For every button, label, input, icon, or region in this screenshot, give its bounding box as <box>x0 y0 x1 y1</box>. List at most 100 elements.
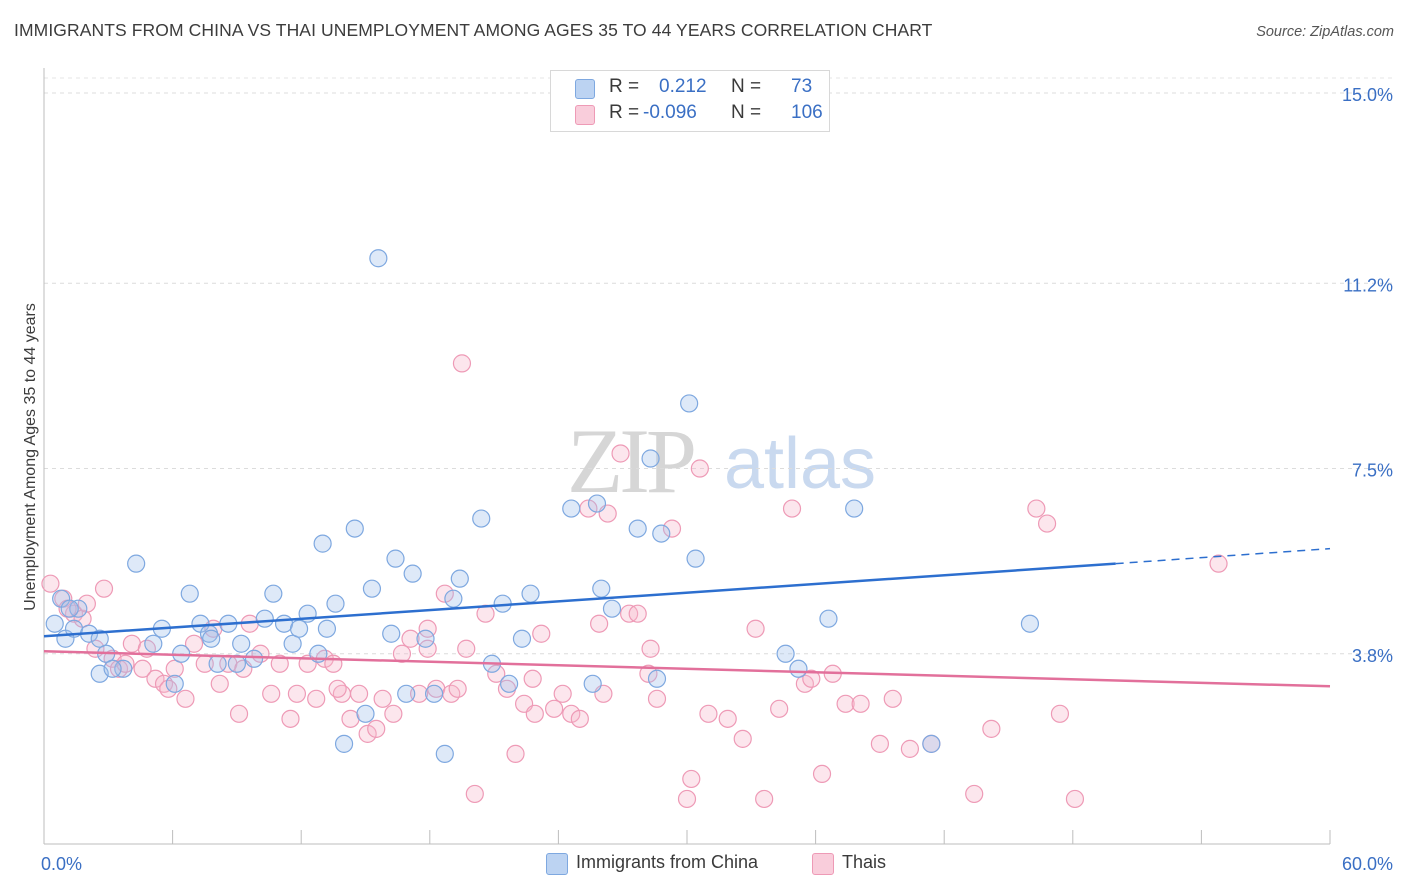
thais-point <box>373 689 392 708</box>
china-point <box>283 634 302 653</box>
watermark-zip: ZIP <box>567 410 694 512</box>
thais-point <box>210 674 229 693</box>
china-point <box>416 629 435 648</box>
y-tick-label: 7.5% <box>1352 461 1393 481</box>
china-point <box>922 734 941 753</box>
china-point <box>789 659 808 678</box>
china-point <box>208 654 227 673</box>
thais-point <box>133 659 152 678</box>
thais-point <box>733 729 752 748</box>
watermark: ZIP atlas <box>567 410 876 512</box>
thais-trend-line <box>43 650 1331 688</box>
x-tick-label-left: 0.0% <box>41 854 82 874</box>
china-point <box>1020 614 1040 633</box>
thais-point <box>287 684 307 703</box>
thais-point <box>782 499 802 518</box>
y-tick-label: 11.2% <box>1343 275 1393 295</box>
thais-point <box>982 719 1001 738</box>
thais-point <box>506 744 525 763</box>
thais-point <box>639 664 658 683</box>
china-point <box>424 684 444 703</box>
china-point <box>45 614 64 633</box>
legend-swatch-thais <box>575 105 595 125</box>
china-point <box>386 549 405 568</box>
china-point <box>255 609 274 628</box>
thais-point <box>401 629 420 648</box>
thais-point <box>94 579 114 598</box>
y-tick-label: 3.8% <box>1352 646 1393 666</box>
thais-point <box>746 619 765 638</box>
china-point <box>403 564 422 583</box>
thais-point <box>367 719 386 738</box>
thais-point <box>448 679 467 698</box>
y-tick-label: 15.0% <box>1342 85 1393 105</box>
china-trend-extension <box>1115 547 1331 565</box>
thais-point <box>452 354 472 373</box>
china-point <box>232 634 251 653</box>
china-point <box>686 549 705 568</box>
thais-point <box>699 704 718 723</box>
legend-n-value: 73 <box>791 76 813 97</box>
data-points <box>41 249 1228 809</box>
thais-point <box>570 709 589 728</box>
china-point <box>680 394 699 413</box>
tick-labels: 3.8% 7.5% 11.2% 15.0% 0.0% 60.0% <box>41 85 1393 874</box>
thais-point <box>281 709 300 728</box>
china-point <box>289 619 309 638</box>
thais-point <box>465 784 484 804</box>
thais-point <box>328 679 347 698</box>
thais-point <box>122 634 141 653</box>
thais-point <box>384 704 403 723</box>
thais-point <box>662 519 682 538</box>
china-point <box>326 594 345 613</box>
legend-r-value: -0.096 <box>643 102 697 123</box>
china-point <box>652 524 671 543</box>
thais-point <box>682 769 701 789</box>
china-point <box>521 584 540 603</box>
thais-point <box>755 789 774 809</box>
thais-point <box>358 724 377 743</box>
thais-point <box>883 689 902 708</box>
thais-point <box>349 684 369 703</box>
x-tick-label-right: 60.0% <box>1342 854 1393 874</box>
thais-point <box>770 699 789 718</box>
bottom-legend-swatch-thais <box>812 853 834 875</box>
axes <box>43 68 1331 845</box>
thais-point <box>677 789 697 809</box>
legend-n-label: N = <box>731 102 762 123</box>
china-point <box>435 744 454 763</box>
thais-point <box>802 669 821 688</box>
china-point <box>369 249 388 268</box>
china-point <box>397 684 416 703</box>
china-point <box>602 599 622 618</box>
china-point <box>313 534 332 553</box>
china-point <box>114 659 133 678</box>
thais-point <box>553 684 572 703</box>
thais-point <box>307 689 326 708</box>
china-point <box>845 499 864 518</box>
legend: R = 0.212 N = 73 R = -0.096 N = 106 <box>550 70 830 132</box>
thais-point <box>1209 554 1228 573</box>
thais-point <box>1027 499 1046 518</box>
china-point <box>592 579 611 598</box>
thais-point <box>270 654 289 673</box>
china-point <box>274 614 294 633</box>
legend-r-value: 0.212 <box>659 76 707 97</box>
china-point <box>647 669 667 688</box>
china-trend-line <box>43 562 1116 638</box>
bottom-legend-label-china: Immigrants from China <box>576 852 759 872</box>
thais-point <box>525 704 544 723</box>
thais-point <box>41 574 60 593</box>
china-point <box>512 629 532 648</box>
china-point <box>144 634 163 653</box>
watermark-atlas: atlas <box>724 424 876 504</box>
china-point <box>180 584 199 603</box>
thais-point <box>435 584 454 603</box>
thais-point <box>562 704 581 723</box>
china-point <box>103 659 122 678</box>
china-point <box>819 609 838 628</box>
china-point <box>628 519 647 538</box>
thais-point <box>628 604 647 623</box>
china-point <box>264 584 283 603</box>
